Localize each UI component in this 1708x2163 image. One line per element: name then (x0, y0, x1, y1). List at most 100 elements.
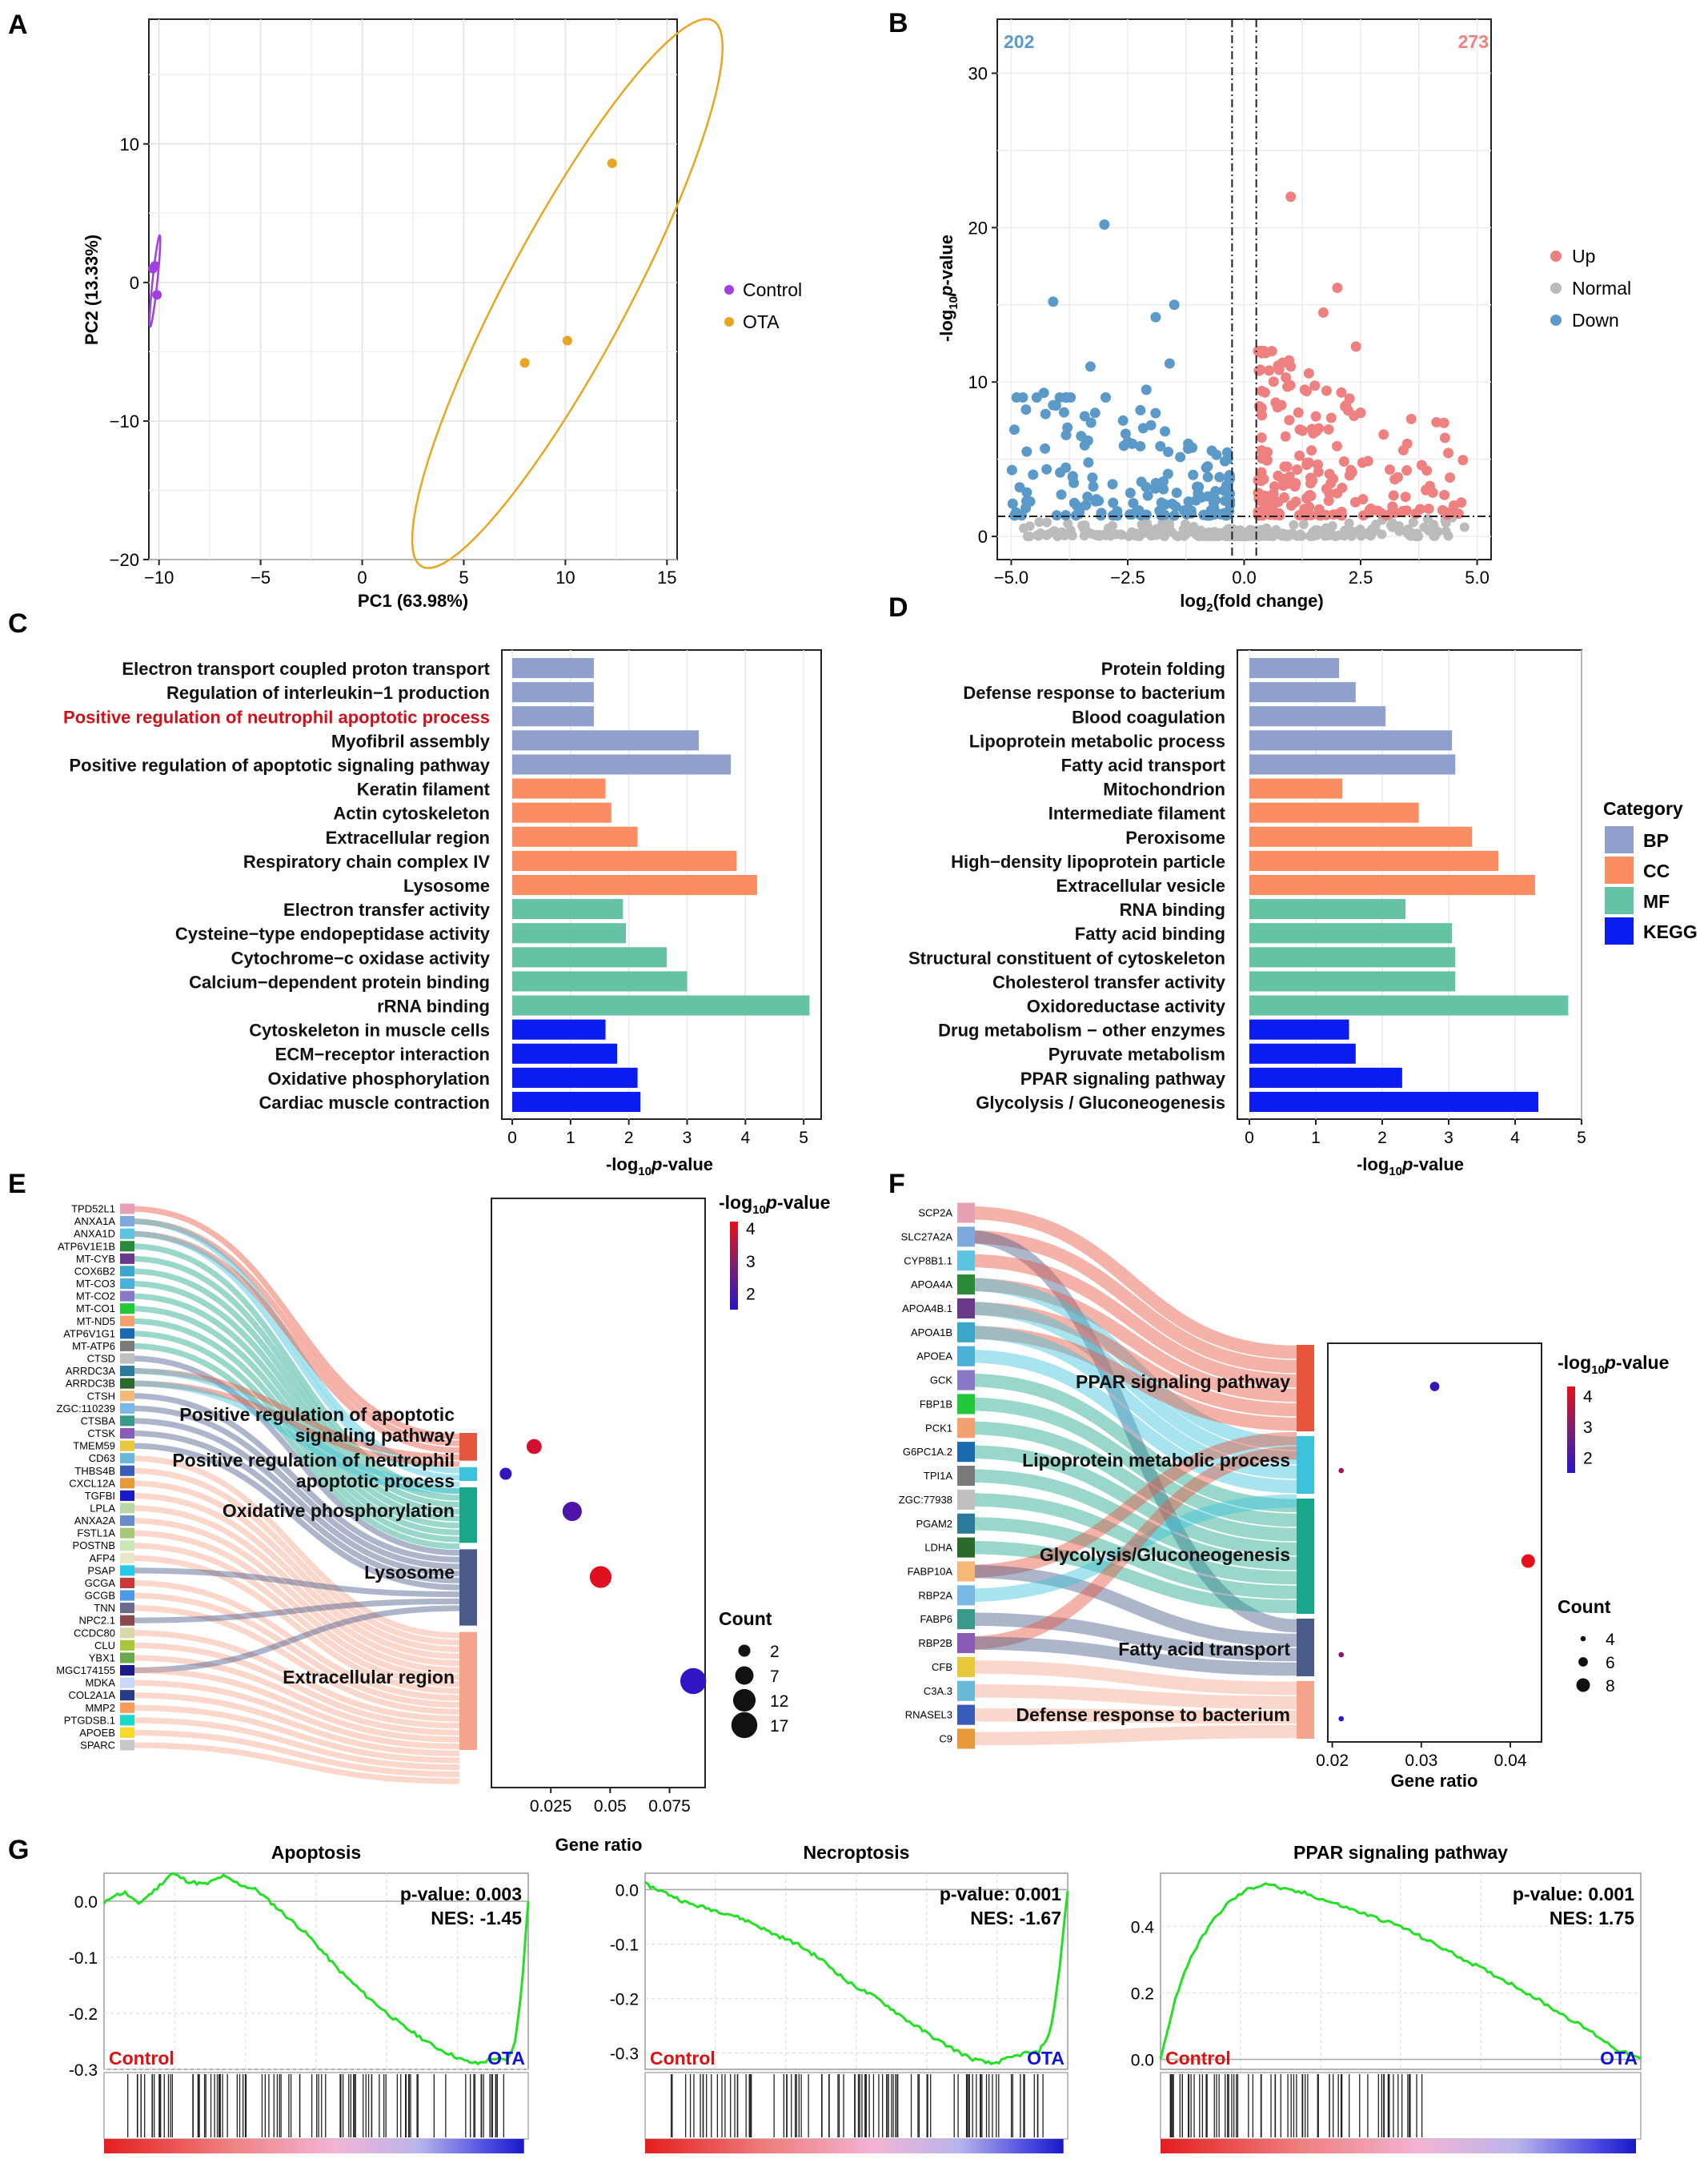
sankey-flow (129, 1605, 460, 1715)
gene-label: C9 (939, 1733, 952, 1745)
bar-label: rRNA binding (377, 997, 490, 1017)
volcano-point-up (1416, 459, 1427, 471)
gene-label: NPC2.1 (78, 1615, 115, 1627)
f-color-legend: -log10p-value 2 3 4 Count 4 6 8 (1558, 1352, 1669, 1695)
gene-node (957, 1202, 975, 1223)
gene-node (120, 1216, 134, 1227)
volcano-point-up (1256, 408, 1267, 419)
volcano-point-up (1336, 387, 1347, 398)
bar-label: Mitochondrion (1103, 780, 1225, 800)
volcano-point-normal (1052, 532, 1063, 542)
sankey-flow (129, 1318, 460, 1535)
volcano-point-down (1081, 500, 1092, 511)
volcano-point-down (1076, 431, 1087, 442)
volcano-point-down (1085, 417, 1097, 428)
sankey-flow (966, 1494, 1297, 1603)
y-tick-label: 10 (120, 134, 139, 154)
gene-label: TPD52L1 (71, 1203, 115, 1215)
gene-label: ANXA1D (74, 1228, 115, 1240)
volcano-point-up (1378, 429, 1389, 440)
color-tick-label: 4 (1583, 1388, 1593, 1407)
y-tick-label: 0 (130, 273, 139, 293)
volcano-point-down (1137, 423, 1149, 434)
volcano-point-normal (1327, 521, 1337, 532)
gene-node (120, 1278, 134, 1290)
sankey-flow (129, 1692, 460, 1756)
sankey-flow (129, 1742, 460, 1784)
volcano-point-normal (1134, 532, 1145, 542)
bar-label: Intermediate filament (1048, 804, 1226, 824)
volcano-point-up (1410, 508, 1421, 520)
bar-label: Lysosome (403, 876, 490, 896)
volcano-point-up (1313, 459, 1324, 471)
volcano-point-down (1221, 510, 1233, 521)
volcano-point-down (1016, 510, 1027, 521)
e-color-legend: -log10p-value 2 3 4 Count 2 7 12 17 (719, 1192, 830, 1739)
x-tick-label: 0.05 (594, 1797, 627, 1816)
volcano-point-down (1007, 498, 1018, 509)
bar-label: Electron transport coupled proton transp… (122, 659, 490, 679)
sankey-flow (129, 1218, 460, 1474)
volcano-point-normal (1261, 528, 1271, 538)
volcano-point-down (1091, 494, 1102, 505)
volcano-point-up (1305, 490, 1317, 501)
size-legend-label: 4 (1606, 1631, 1615, 1649)
gene-node (957, 1370, 975, 1390)
volcano-point-up (1387, 501, 1398, 512)
gene-node (957, 1537, 975, 1558)
volcano-point-up (1256, 432, 1267, 443)
go-bar-chart-c: Electron transport coupled proton transp… (63, 649, 822, 1178)
gene-label: SLC27A2A (901, 1230, 953, 1242)
volcano-point-down (1163, 447, 1174, 458)
bar (1249, 947, 1456, 968)
volcano-point-up (1262, 491, 1273, 502)
y-tick-label: −20 (110, 550, 139, 570)
x-tick-label: −2.5 (1110, 568, 1145, 588)
y-tick-label: 0.0 (1131, 2052, 1154, 2070)
volcano-point-normal (1387, 522, 1397, 532)
volcano-point-up (1313, 423, 1325, 434)
gene-node (120, 1303, 134, 1314)
volcano-point-up (1277, 357, 1289, 368)
term-dot (1338, 1467, 1344, 1474)
volcano-x-label: log2(fold change) (1180, 591, 1323, 615)
sankey-flow (966, 1302, 1297, 1465)
volcano-point-up (1438, 417, 1449, 428)
volcano-point-down (1089, 407, 1101, 419)
volcano-point-down (1135, 404, 1146, 415)
volcano-point-up (1355, 407, 1366, 419)
volcano-up-count: 273 (1458, 31, 1489, 52)
volcano-point-down (1040, 443, 1051, 454)
volcano-legend: Up Normal Down (1550, 246, 1631, 331)
x-tick-label: 4 (1510, 1129, 1520, 1147)
volcano-point-up (1349, 496, 1361, 508)
gene-node (120, 1690, 134, 1701)
sankey-flow (966, 1421, 1297, 1542)
gene-node (957, 1298, 975, 1318)
rank-bar (1161, 2139, 1636, 2153)
volcano-point-normal (1041, 517, 1052, 528)
f-size-legend-title: Count (1558, 1596, 1611, 1617)
volcano-point-up (1261, 455, 1273, 466)
ota-label: OTA (1600, 2048, 1638, 2069)
bar-label: Regulation of interleukin−1 production (166, 683, 490, 703)
enrichment-line (644, 1881, 1069, 2065)
gene-label: CTSK (87, 1427, 115, 1439)
volcano-point-down (1141, 384, 1152, 395)
y-tick-label: 20 (968, 218, 988, 238)
sankey-flow (129, 1306, 460, 1529)
term-label: Positive regulation of apoptotic (179, 1404, 455, 1425)
control-label: Control (109, 2048, 174, 2069)
sankey-flow (129, 1206, 460, 1439)
volcano-point-down (1155, 441, 1166, 452)
x-tick-label: 5 (799, 1129, 808, 1147)
sankey-flow (966, 1660, 1297, 1695)
x-tick-label: 5 (1577, 1129, 1586, 1147)
volcano-point-normal (1067, 531, 1077, 541)
gene-label: GCGA (85, 1577, 116, 1589)
volcano-point-normal (1323, 529, 1333, 540)
gene-node (120, 1639, 134, 1651)
bar (1249, 1019, 1349, 1040)
gsea-nes: NES: -1.67 (970, 1908, 1061, 1928)
gene-label: LDHA (924, 1542, 952, 1554)
